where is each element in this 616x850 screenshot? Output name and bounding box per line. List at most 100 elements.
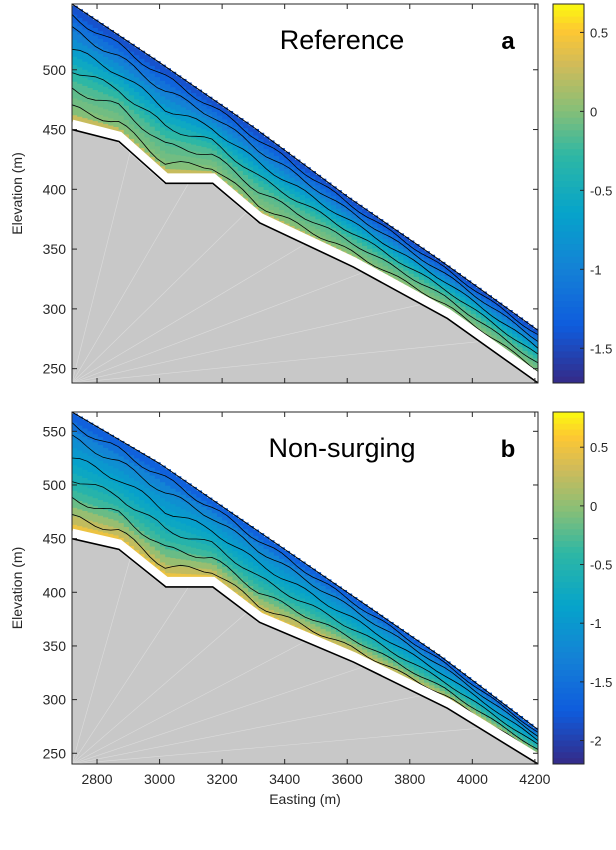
ice-cell (486, 298, 492, 303)
ice-cell (258, 604, 265, 612)
ice-cell (196, 529, 203, 537)
ice-cell (227, 156, 234, 163)
ice-cell (475, 713, 482, 717)
bedrock-ray (72, 695, 422, 764)
ice-cell (185, 95, 192, 104)
ice-cell (439, 298, 446, 303)
ice-cell (527, 324, 534, 329)
ice-cell (506, 342, 513, 347)
ice-cell (232, 562, 239, 569)
ice-cell (336, 225, 342, 232)
ice-cell (305, 228, 311, 234)
ice-cell (382, 644, 389, 650)
colorbar-step (553, 676, 584, 683)
ice-cell (475, 323, 482, 328)
ice-cell (444, 278, 451, 283)
ice-cell (294, 164, 301, 171)
ice-cell (92, 89, 99, 98)
ice-cell (305, 595, 311, 602)
ice-cell (284, 162, 291, 169)
ice-cell (522, 730, 529, 734)
ice-cell (532, 727, 538, 731)
ice-cell (449, 690, 456, 695)
ice-cell (527, 328, 534, 332)
ice-cell (310, 573, 316, 580)
ice-cell (398, 240, 404, 246)
ice-cell (439, 690, 446, 694)
ice-cell (496, 312, 503, 317)
ice-cell (87, 511, 94, 521)
ice-cell (180, 537, 187, 546)
ice-cell (372, 650, 379, 655)
ice-cell (299, 597, 306, 604)
ice-cell (206, 147, 213, 155)
ice-cell (299, 173, 306, 180)
ice-cell (310, 623, 316, 630)
ice-cell (289, 570, 296, 577)
ice-cell (289, 214, 296, 221)
ice-cell (382, 637, 389, 642)
ice-cell (201, 140, 208, 148)
ice-cell (336, 604, 342, 610)
ice-cell (320, 585, 327, 591)
colorbar-step (553, 288, 584, 296)
ice-cell (481, 703, 487, 708)
ice-cell (113, 97, 120, 106)
ice-cell (242, 180, 249, 187)
ice-cell (522, 719, 529, 723)
ice-cell (191, 527, 197, 535)
colorbar-step (553, 417, 584, 425)
ice-cell (496, 705, 503, 709)
panel-letter: b (501, 436, 516, 463)
ice-cell (475, 700, 482, 704)
ice-cell (113, 467, 120, 476)
colorbar-step (553, 588, 584, 595)
ice-cell (258, 174, 265, 182)
ice-cell (341, 193, 348, 199)
ice-cell (356, 213, 363, 218)
ice-cell (460, 681, 467, 685)
ice-cell (196, 114, 203, 122)
ice-cell (346, 236, 353, 242)
colorbar-step (553, 535, 584, 542)
ice-cell (222, 107, 228, 114)
ice-cell (496, 714, 503, 718)
contour-line (72, 72, 538, 355)
ice-cell (170, 71, 177, 80)
ice-cell (92, 120, 99, 129)
ice-cell (470, 313, 477, 318)
ice-cell (361, 208, 368, 214)
ice-cell (512, 727, 518, 731)
ice-cell (455, 279, 461, 284)
ice-cell (341, 589, 348, 595)
ice-cell (227, 511, 234, 519)
ice-cell (413, 244, 420, 249)
ice-cell (465, 682, 472, 686)
ice-cell (284, 616, 291, 623)
ice-cell (72, 72, 78, 82)
ice-cell (346, 214, 353, 220)
ice-cell (134, 128, 140, 137)
ice-cell (180, 127, 187, 136)
bedrock-ray (72, 211, 247, 383)
ice-cell (175, 168, 182, 177)
ice-cell (372, 654, 379, 659)
y-tick-label: 400 (43, 584, 67, 600)
bedrock-area (72, 538, 538, 764)
ice-cell (268, 169, 275, 176)
ice-cell (387, 233, 394, 239)
ice-cell (336, 599, 342, 605)
ice-cell (455, 677, 461, 681)
colorbar-step (553, 482, 584, 489)
ice-cell (263, 548, 270, 555)
ice-cell (418, 643, 425, 648)
ice-cell (284, 561, 291, 568)
ice-cell (139, 484, 146, 493)
ice-cell (486, 304, 492, 309)
colorbar-step (553, 79, 584, 87)
ice-cell (118, 463, 125, 472)
ice-cell (387, 629, 394, 634)
ice-cell (408, 255, 415, 260)
ice-cell (92, 489, 99, 499)
ice-cell (325, 598, 332, 604)
